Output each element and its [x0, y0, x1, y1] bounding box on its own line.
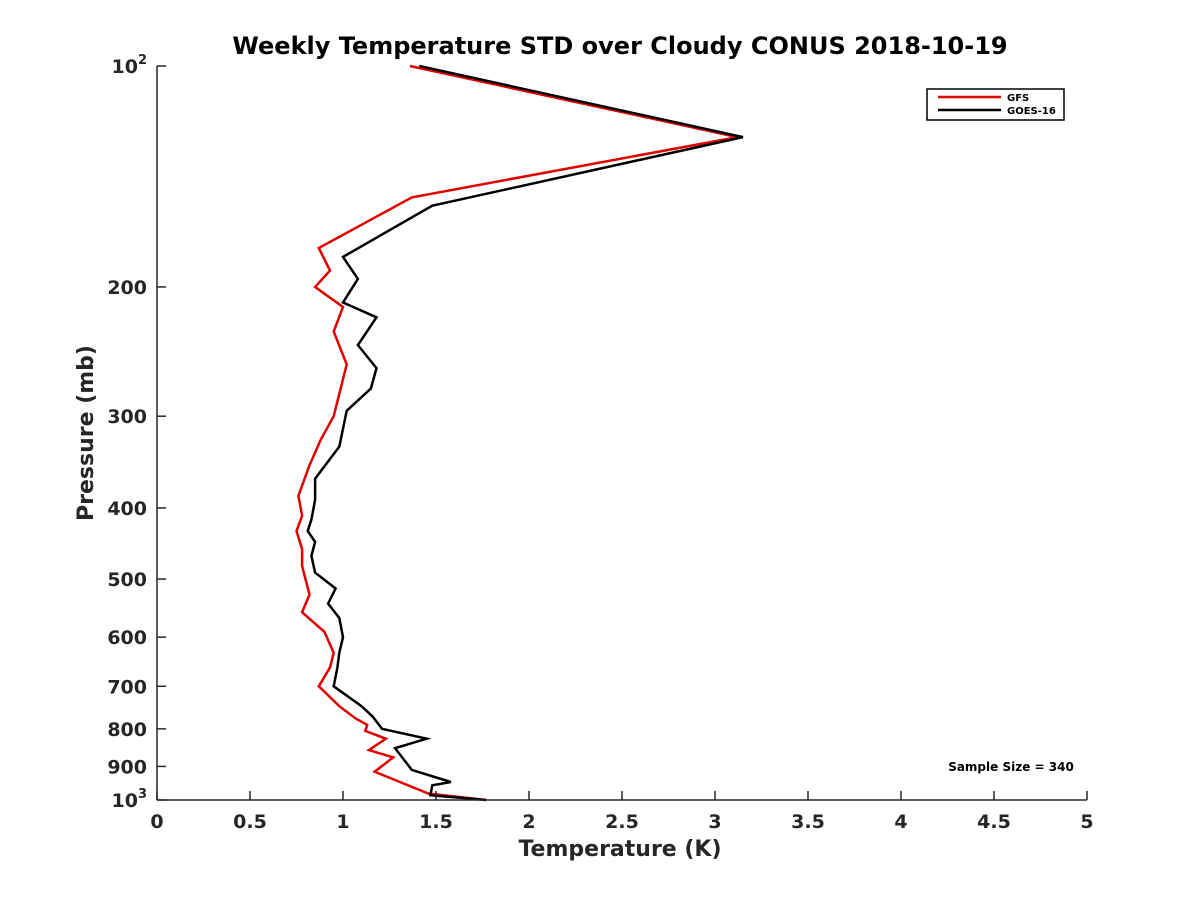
series-line-gfs	[295, 64, 738, 802]
series-lines	[295, 64, 744, 802]
legend-label-goes16: GOES-16	[1007, 106, 1056, 117]
y-tick-label: 700	[107, 676, 147, 698]
x-axis-label: Temperature (K)	[518, 837, 721, 862]
legend: GFS GOES-16	[926, 88, 1065, 121]
x-ticks: 0 0.5 1 1.5 2 2.5 3 3.5 4 4.5 5	[150, 791, 1094, 833]
x-tick-label: 1.5	[419, 811, 453, 833]
y-tick-label: 103	[112, 787, 148, 812]
x-tick-label: 3	[708, 811, 721, 833]
y-tick-label: 300	[107, 406, 147, 428]
x-tick-label: 5	[1080, 811, 1093, 833]
x-tick-label: 4.5	[977, 811, 1011, 833]
legend-box	[926, 88, 1065, 121]
y-tick-label: 500	[107, 569, 147, 591]
y-tick-label: 800	[107, 719, 147, 741]
y-tick-label: 400	[107, 498, 147, 520]
x-tick-label: 0	[150, 811, 163, 833]
x-tick-label: 3.5	[791, 811, 825, 833]
x-tick-label: 2	[522, 811, 535, 833]
x-tick-label: 1	[336, 811, 349, 833]
y-axis-label: Pressure (mb)	[74, 345, 99, 521]
y-tick-label: 600	[107, 627, 147, 649]
legend-label-gfs: GFS	[1007, 93, 1029, 104]
x-tick-label: 2.5	[605, 811, 639, 833]
y-tick-label: 200	[107, 277, 147, 299]
y-ticks: 102 200 300 400 500 600 700 800 900 103	[107, 53, 166, 812]
chart-title: Weekly Temperature STD over Cloudy CONUS…	[232, 32, 1007, 60]
x-tick-label: 0.5	[233, 811, 267, 833]
series-line-goes16	[306, 64, 744, 802]
x-tick-label: 4	[894, 811, 907, 833]
sample-size-annotation: Sample Size = 340	[948, 760, 1074, 774]
y-tick-label: 102	[112, 53, 148, 78]
y-tick-label: 900	[107, 756, 147, 778]
